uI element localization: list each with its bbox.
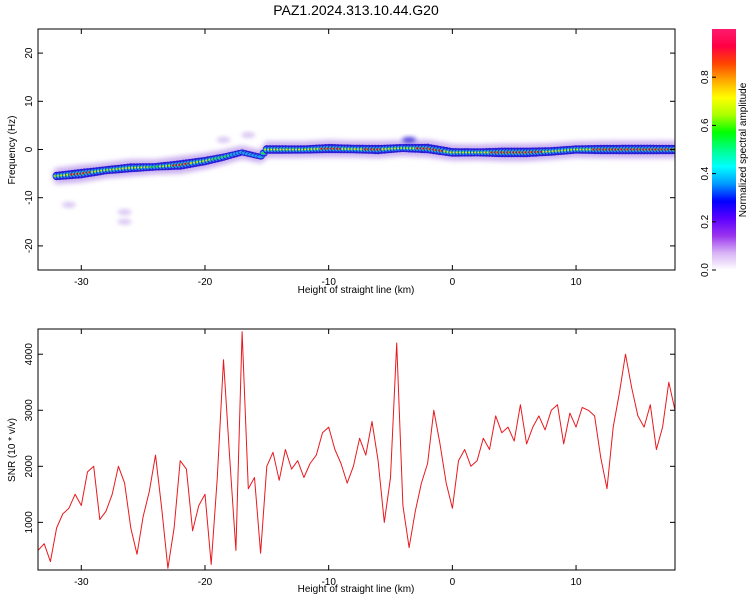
bottom-x-tick-label: -10 [321,577,336,588]
snr-panel: -30 -20 -10 0 10 1000 2000 3000 4000 Height of … [7,328,676,595]
bottom-x-axis: -30 -20 -10 0 10 [74,329,582,588]
bottom-y-tick-label: 3000 [24,399,35,422]
bottom-x-tick-label: -20 [198,577,213,588]
top-x-tick-label: -10 [321,277,336,288]
bottom-y-axis-label: SNR (10 * v/v) [7,418,18,482]
spectrogram-panel: -30 -20 -10 0 10 -20 -10 0 10 20 Height of strai… [7,28,676,296]
top-y-tick-label: 0 [24,146,35,152]
top-x-axis-label: Height of straight line (km) [298,285,415,296]
ridge-core [52,143,675,181]
spectral-ridge [51,132,675,225]
top-y-tick-label: 10 [24,95,35,107]
noise-patch [117,218,132,225]
top-x-tick-label: -30 [74,277,89,288]
colorbar-tick-label: 0.2 [700,214,711,228]
noise-patch [402,136,417,143]
snr-series-line [38,331,675,569]
colorbar-label: Normalized spectral amplitude [738,82,749,217]
top-x-tick-label: 0 [450,277,456,288]
bottom-x-axis-label: Height of straight line (km) [298,584,415,595]
bottom-x-tick-label: 0 [450,577,456,588]
top-y-axis-label: Frequency (Hz) [7,116,18,185]
bottom-y-axis: 1000 2000 3000 4000 [24,343,675,534]
top-x-axis: -30 -20 -10 0 10 [74,29,582,288]
bottom-y-tick-label: 4000 [24,343,35,366]
colorbar-axis: 0.0 0.2 0.4 0.6 0.8 [700,70,716,277]
noise-patch [241,132,256,139]
top-x-tick-label: 10 [570,277,582,288]
colorbar-tick-label: 0.8 [700,70,711,84]
bottom-y-tick-label: 1000 [24,511,35,534]
snr-frame [37,328,676,571]
top-y-tick-label: -20 [24,238,35,253]
chart-title: PAZ1.2024.313.10.44.G20 [273,2,439,18]
colorbar-tick-label: 0.6 [700,118,711,132]
top-y-tick-label: -10 [24,190,35,205]
noise-patch [117,209,132,216]
bottom-y-tick-label: 2000 [24,455,35,478]
colorbar: 0.0 0.2 0.4 0.6 0.8 Normalized spectral ampl… [700,29,749,277]
bottom-x-tick-label: -30 [74,577,89,588]
colorbar-tick-label: 0.0 [700,263,711,277]
top-x-tick-label: -20 [198,277,213,288]
noise-patch [216,136,231,143]
colorbar-bar [712,29,736,270]
noise-patch [61,201,76,208]
colorbar-tick-label: 0.4 [700,166,711,180]
top-y-axis: -20 -10 0 10 20 [24,47,675,253]
top-y-tick-label: 20 [24,47,35,59]
bottom-x-tick-label: 10 [570,577,582,588]
